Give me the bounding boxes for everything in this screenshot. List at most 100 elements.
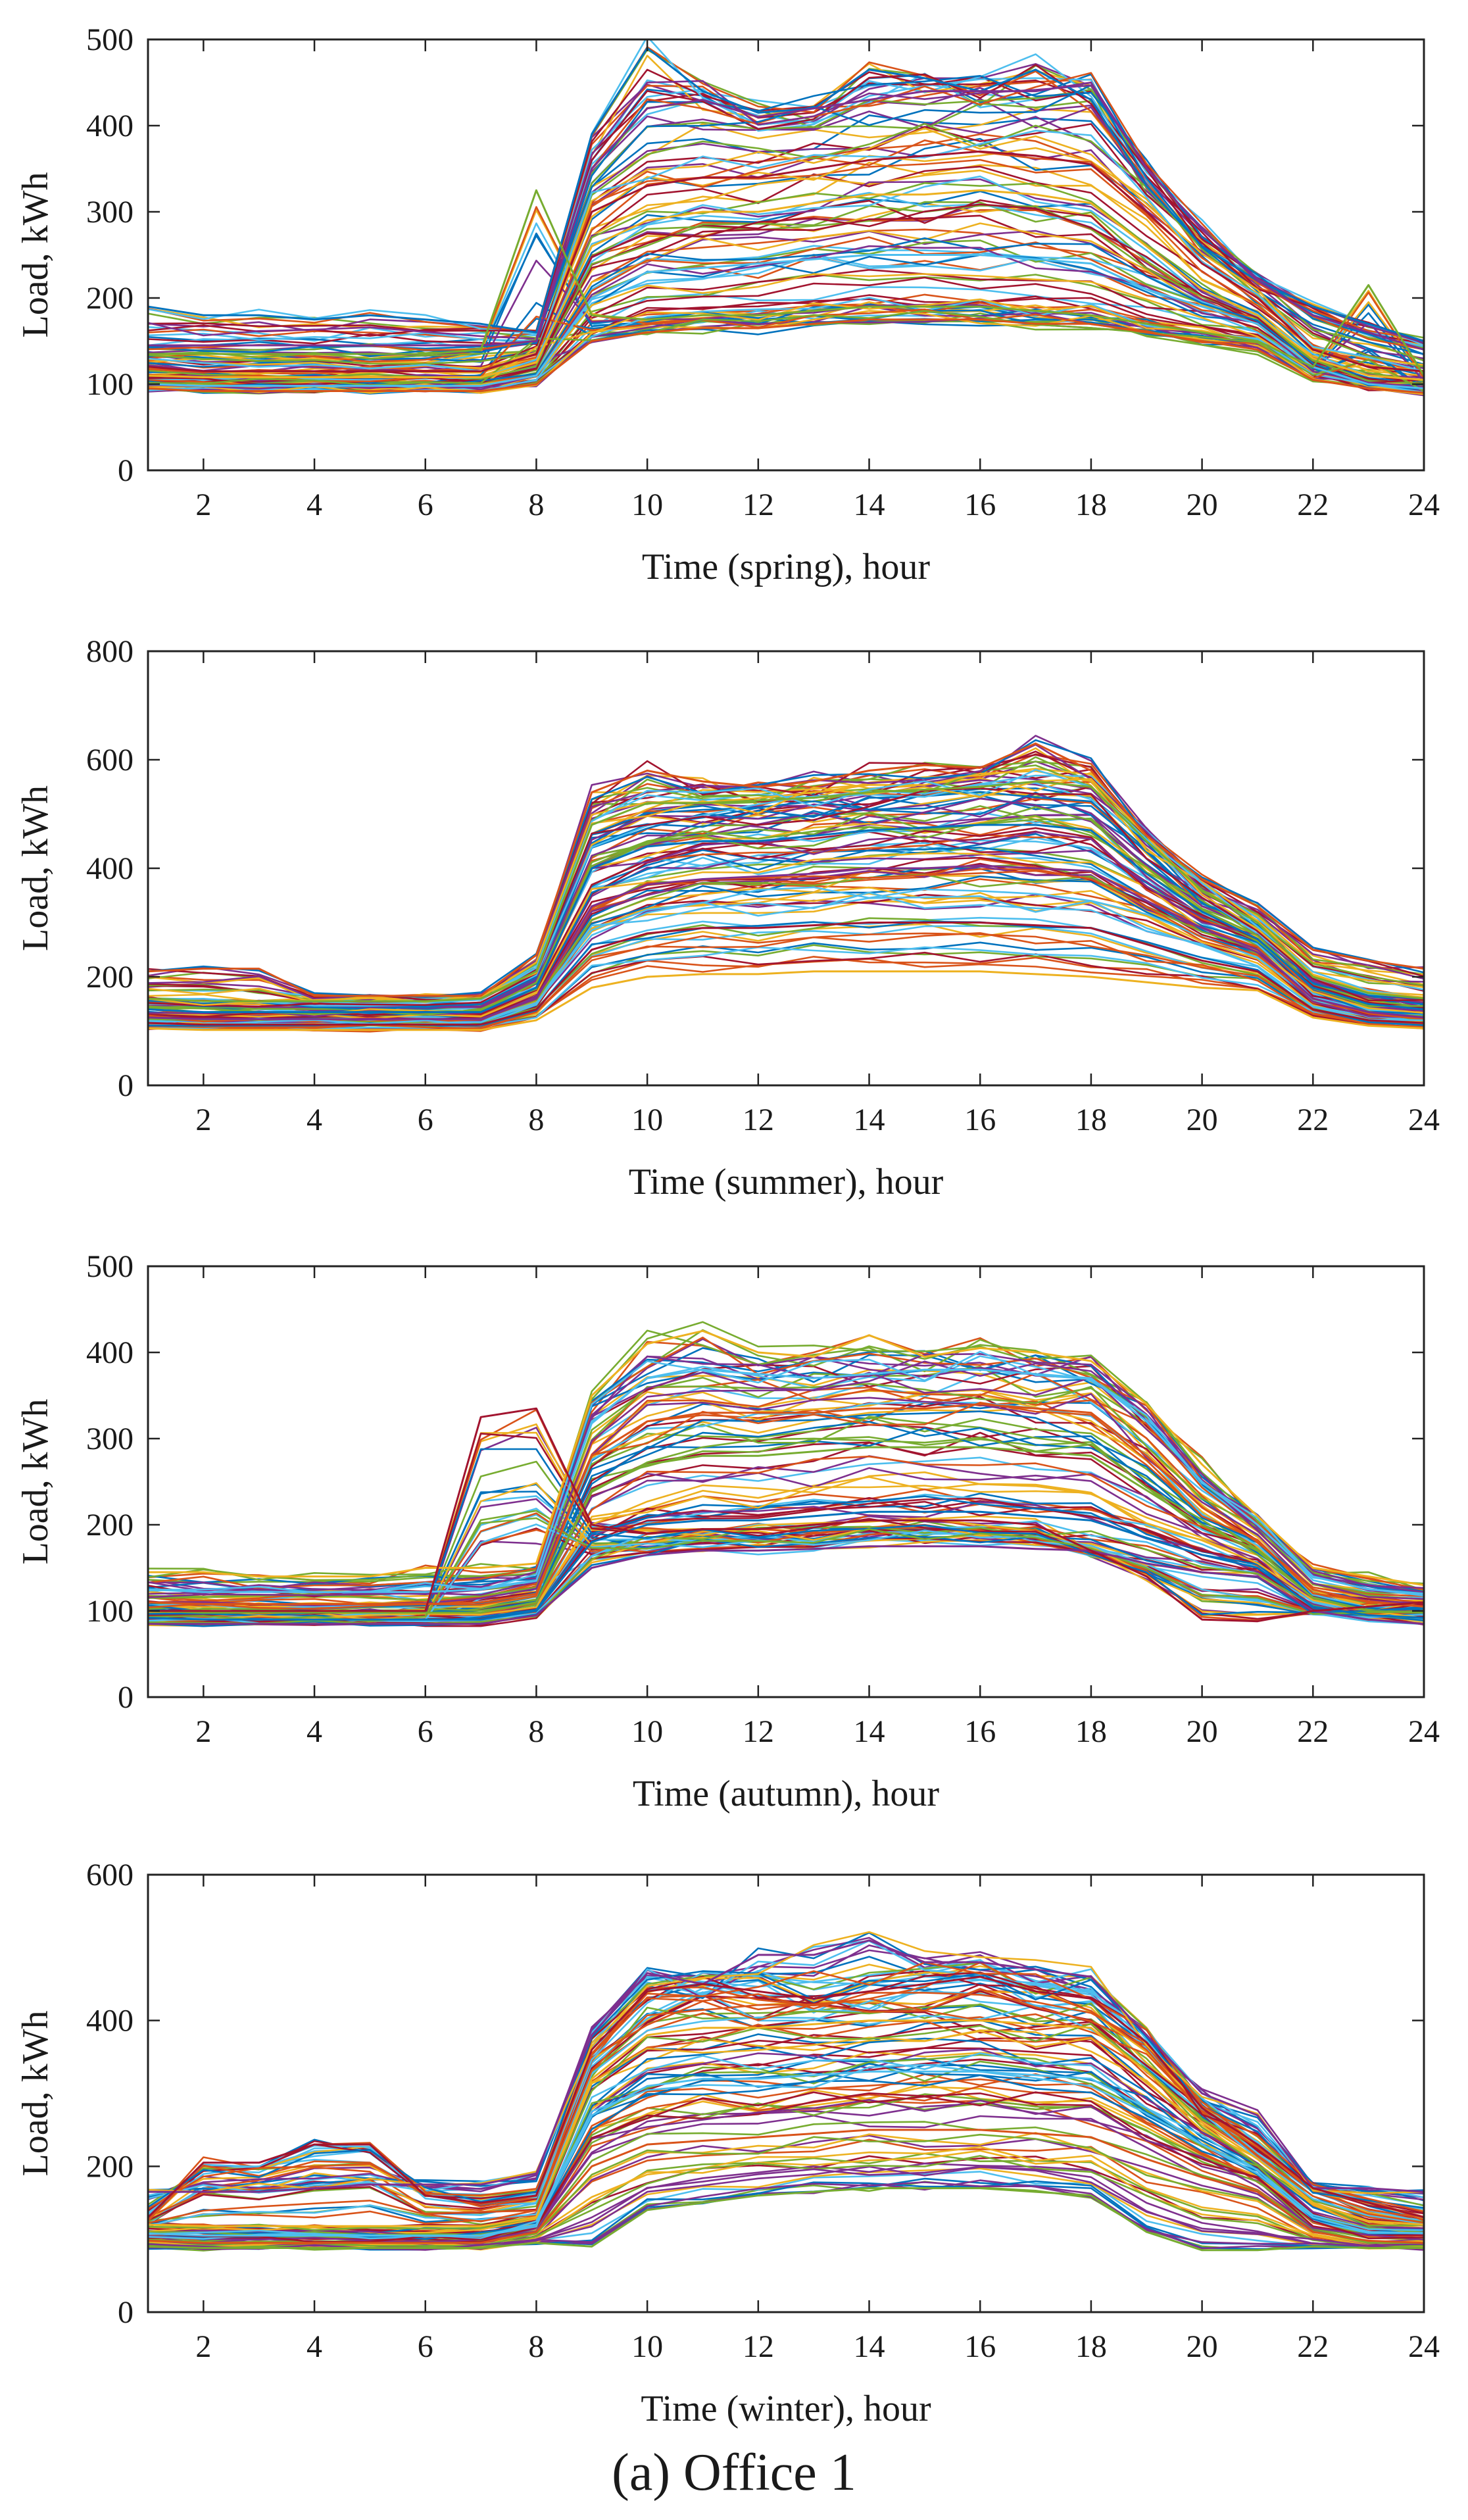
panel-autumn-y-tick-label: 300 xyxy=(86,1421,134,1456)
panel-winter-series xyxy=(148,1931,1424,2252)
panel-spring-x-tick-label: 2 xyxy=(195,487,211,522)
panel-summer-y-tick-label: 200 xyxy=(86,960,134,995)
panel-autumn-x-tick-label: 12 xyxy=(743,1714,774,1749)
panel-spring-y-axis-label: Load, kWh xyxy=(15,172,56,338)
panel-winter-x-tick-label: 6 xyxy=(418,2329,433,2364)
panel-autumn-profile-line xyxy=(148,1393,1424,1611)
panel-autumn-x-tick-label: 24 xyxy=(1408,1714,1440,1749)
panel-winter-profile-line xyxy=(148,2146,1424,2248)
panel-winter-profile-line xyxy=(148,1962,1424,2213)
panel-winter-profile-line xyxy=(148,2132,1424,2248)
panel-autumn-series-median-profile xyxy=(148,1446,1424,1614)
panel-spring-series-typical-profile xyxy=(148,150,1424,372)
panel-autumn-x-tick-label: 8 xyxy=(528,1714,544,1749)
panel-autumn-x-tick-label: 14 xyxy=(854,1714,885,1749)
panel-winter-series-median-profile xyxy=(148,2070,1424,2237)
panel-autumn-series xyxy=(148,1321,1424,1627)
panel-winter-x-tick-label: 10 xyxy=(631,2329,663,2364)
panel-spring-x-tick-label: 14 xyxy=(854,487,885,522)
panel-autumn-series-upper-profile xyxy=(148,1368,1424,1595)
panel-winter-x-tick-label: 8 xyxy=(528,2329,544,2364)
panel-autumn-y-tick-label: 200 xyxy=(86,1508,134,1543)
panel-spring-y-tick-label: 300 xyxy=(86,195,134,230)
panel-autumn-x-tick-label: 18 xyxy=(1075,1714,1107,1749)
panel-winter-y-tick-label: 600 xyxy=(86,1858,134,1892)
figure-caption: (a) Office 1 xyxy=(612,2444,856,2502)
panel-spring-profile-line xyxy=(148,310,1424,392)
panel-summer-profile-line xyxy=(148,778,1424,1006)
panel-summer-x-tick-label: 4 xyxy=(306,1102,322,1137)
panel-autumn-x-tick-label: 10 xyxy=(631,1714,663,1749)
panel-spring-series xyxy=(148,39,1424,397)
panel-winter-x-tick-label: 12 xyxy=(743,2329,774,2364)
panel-spring-y-tick-label: 400 xyxy=(86,109,134,143)
panel-summer-y-axis-label: Load, kWh xyxy=(15,785,56,951)
panel-spring-x-tick-label: 16 xyxy=(964,487,996,522)
panel-summer-series-lowest-profile xyxy=(148,970,1424,1031)
panel-winter-x-axis-label: Time (winter), hour xyxy=(641,2388,931,2429)
panel-winter-x-tick-label: 4 xyxy=(306,2329,322,2364)
panel-spring-y-tick-label: 200 xyxy=(86,281,134,316)
panel-winter-y-tick-label: 400 xyxy=(86,2004,134,2038)
panel-spring-profile-line xyxy=(148,100,1424,362)
panel-winter-series-upper-profile xyxy=(148,1975,1424,2219)
panel-autumn-x-tick-label: 22 xyxy=(1297,1714,1329,1749)
panel-summer-x-tick-label: 6 xyxy=(418,1102,433,1137)
panel-summer-x-tick-label: 16 xyxy=(964,1102,996,1137)
panel-summer-series-typical-profile xyxy=(148,824,1424,1014)
panel-winter-y-axis-label: Load, kWh xyxy=(15,2011,56,2177)
panel-spring-x-tick-label: 10 xyxy=(631,487,663,522)
panel-summer-y-tick-label: 0 xyxy=(118,1068,134,1103)
panel-summer-y-tick-label: 400 xyxy=(86,851,134,886)
panel-spring-profile-line xyxy=(148,123,1424,368)
panel-autumn-series-lowest-profile xyxy=(148,1545,1424,1625)
panel-spring-x-tick-label: 12 xyxy=(743,487,774,522)
panel-spring-axes-frame xyxy=(147,38,1425,472)
panel-winter-x-tick-label: 16 xyxy=(964,2329,996,2364)
panel-winter-x-tick-label: 14 xyxy=(854,2329,885,2364)
panel-spring-x-tick-label: 22 xyxy=(1297,487,1329,522)
panel-autumn-profile-line xyxy=(148,1337,1424,1591)
panel-autumn-x-tick-label: 4 xyxy=(306,1714,322,1749)
panel-autumn-x-tick-label: 16 xyxy=(964,1714,996,1749)
panel-winter-profile-line xyxy=(148,2012,1424,2227)
panel-autumn-x-axis-label: Time (autumn), hour xyxy=(633,1773,939,1814)
panel-summer-series xyxy=(148,735,1424,1033)
panel-spring-x-axis-label: Time (spring), hour xyxy=(642,547,931,587)
panel-autumn-axes-frame xyxy=(147,1265,1425,1698)
panel-summer-y-tick-label: 800 xyxy=(86,634,134,669)
panel-summer-profile-line xyxy=(148,874,1424,1024)
panel-spring-x-tick-label: 4 xyxy=(306,487,322,522)
panel-spring-profile-line xyxy=(148,182,1424,382)
panel-winter-profile-line xyxy=(148,2092,1424,2243)
panel-autumn-profile-line xyxy=(148,1482,1424,1621)
panel-autumn-y-axis-label: Load, kWh xyxy=(15,1399,56,1565)
panel-summer-x-tick-label: 18 xyxy=(1075,1102,1107,1137)
panel-winter-x-tick-label: 18 xyxy=(1075,2329,1107,2364)
panel-winter-profile-line xyxy=(148,2133,1424,2247)
panel-winter-series-lower-profile xyxy=(148,2129,1424,2244)
panel-winter-profile-line xyxy=(148,2005,1424,2227)
panel-spring-x-tick-label: 24 xyxy=(1408,487,1440,522)
panel-spring-series-spike-profile xyxy=(148,189,1424,376)
panel-winter-y-tick-label: 0 xyxy=(118,2295,134,2330)
panel-summer-series-lower-profile xyxy=(148,922,1424,1026)
panel-summer-series-highest-profile xyxy=(148,742,1424,997)
panel-spring-profile-line xyxy=(148,130,1424,372)
panel-summer-profile-line xyxy=(148,770,1424,1003)
panel-autumn-y-tick-label: 500 xyxy=(86,1249,134,1284)
panel-winter-x-tick-label: 22 xyxy=(1297,2329,1329,2364)
panel-autumn-series-lower-profile xyxy=(148,1510,1424,1621)
panel-spring-series-lowest-profile xyxy=(148,318,1424,394)
panel-summer-x-tick-label: 14 xyxy=(854,1102,885,1137)
panel-autumn-x-tick-label: 6 xyxy=(418,1714,433,1749)
panel-spring-series-median-profile xyxy=(148,189,1424,381)
panel-autumn-profile-line xyxy=(148,1485,1424,1621)
